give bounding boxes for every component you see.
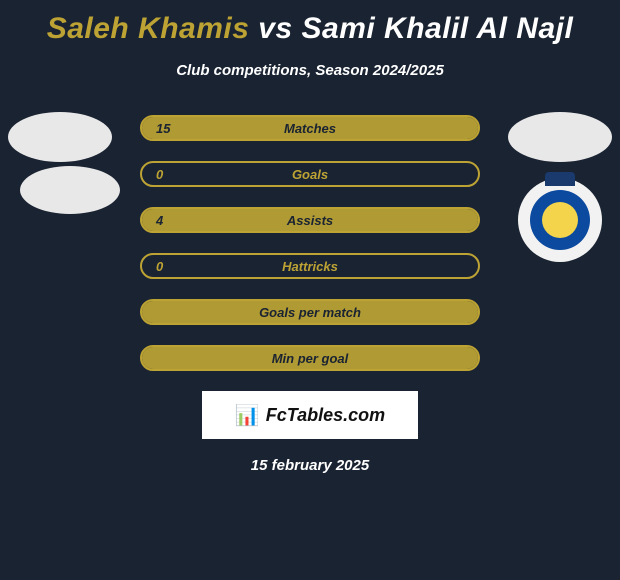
stat-row: 15Matches [140,115,480,141]
player1-photo-placeholder [8,112,112,162]
player2-club-crest [518,178,602,262]
crest-outer-ring [518,178,602,262]
crest-inner-ring [530,190,590,250]
stat-row: 0Goals [140,161,480,187]
player1-club-placeholder [20,166,120,214]
player1-name: Saleh Khamis [47,12,250,45]
stat-label: Min per goal [142,351,478,366]
player2-name: Sami Khalil Al Najl [302,12,574,45]
stat-label: Goals [142,167,478,182]
stat-row: 0Hattricks [140,253,480,279]
player2-photo-placeholder [508,112,612,162]
stat-label: Assists [142,213,478,228]
stat-label: Matches [142,121,478,136]
stat-row: Min per goal [140,345,480,371]
crest-core [542,202,578,238]
page-title: Saleh Khamis vs Sami Khalil Al Najl [0,0,620,46]
chart-icon: 📊 [235,403,260,428]
site-logo-text: FcTables.com [266,405,385,426]
subtitle: Club competitions, Season 2024/2025 [0,62,620,79]
crest-crown-icon [545,172,575,186]
stat-label: Goals per match [142,305,478,320]
vs-separator: vs [258,12,292,45]
stat-row: Goals per match [140,299,480,325]
snapshot-date: 15 february 2025 [0,457,620,474]
stat-label: Hattricks [142,259,478,274]
site-logo: 📊 FcTables.com [202,391,418,439]
stat-row: 4Assists [140,207,480,233]
